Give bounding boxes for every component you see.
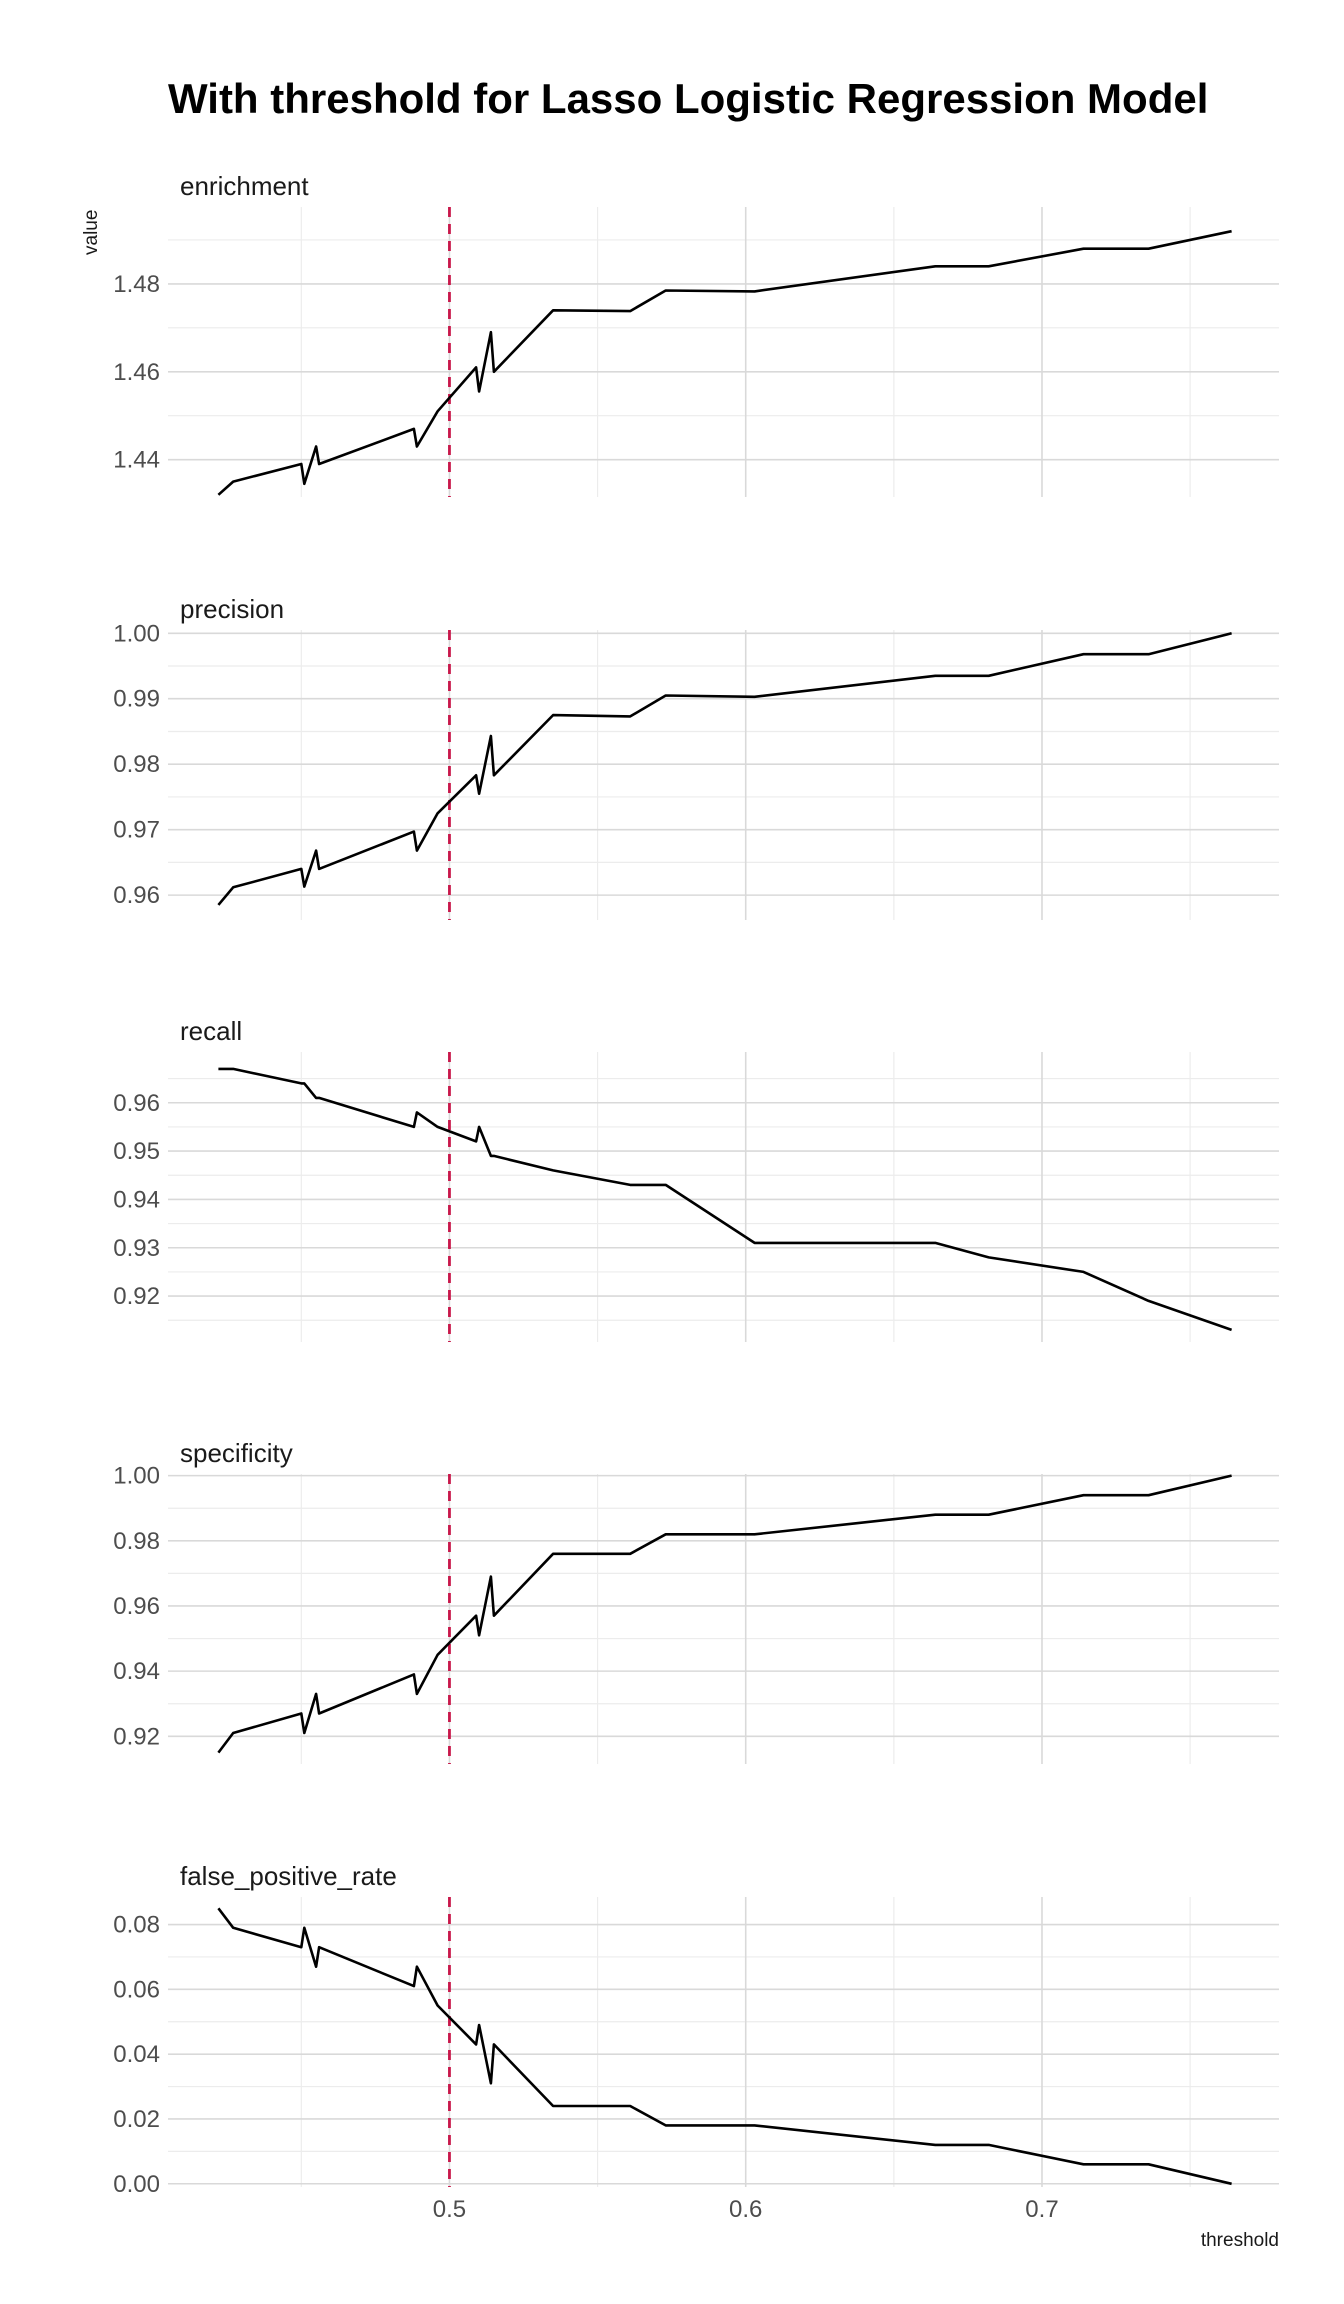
y-tick-label: 1.48 <box>113 271 160 298</box>
y-tick-label: 0.04 <box>113 2041 160 2068</box>
series-line-specificity <box>217 1474 1232 1754</box>
panels: 1.44 1.46 1.48 enrichment 0.96 0.97 0.98 0.99 1.… <box>113 171 1279 2223</box>
chart-title: With threshold for Lasso Logistic Regres… <box>168 75 1208 122</box>
y-tick-label: 0.97 <box>113 817 160 844</box>
panel-false-positive-rate: 0.00 0.02 0.04 0.06 0.08 false_positive_rate <box>113 1861 1279 2198</box>
x-axis: 0.5 0.6 0.7 <box>433 2196 1059 2223</box>
series-line-precision <box>217 632 1232 906</box>
panel-enrichment: 1.44 1.46 1.48 enrichment <box>113 171 1279 497</box>
y-tick-label: 0.94 <box>113 1658 160 1685</box>
panel-title: false_positive_rate <box>180 1861 397 1891</box>
panel-recall: 0.92 0.93 0.94 0.95 0.96 recall <box>113 1016 1279 1342</box>
series-line-false-positive-rate <box>217 1907 1232 2186</box>
y-tick-label: 1.44 <box>113 447 160 474</box>
panel-title: enrichment <box>180 171 309 201</box>
panel-precision: 0.96 0.97 0.98 0.99 1.00 precision <box>113 594 1279 920</box>
y-tick-label: 0.02 <box>113 2106 160 2133</box>
y-tick-label: 0.96 <box>113 882 160 909</box>
series-line-enrichment <box>217 229 1232 496</box>
x-axis-title: threshold <box>1201 2230 1279 2251</box>
y-tick-label: 1.00 <box>113 620 160 647</box>
panel-title: precision <box>180 594 284 624</box>
y-tick-label: 0.98 <box>113 1528 160 1555</box>
y-tick-label: 0.95 <box>113 1138 160 1165</box>
x-tick-label: 0.7 <box>1025 2196 1058 2223</box>
panel-title: specificity <box>180 1438 293 1468</box>
x-tick-label: 0.5 <box>433 2196 466 2223</box>
x-tick-label: 0.6 <box>729 2196 762 2223</box>
y-tick-label: 0.00 <box>113 2171 160 2198</box>
y-tick-label: 0.08 <box>113 1912 160 1939</box>
y-tick-label: 0.99 <box>113 686 160 713</box>
y-tick-label: 0.92 <box>113 1723 160 1750</box>
y-tick-label: 1.46 <box>113 359 160 386</box>
panel-title: recall <box>180 1016 242 1046</box>
y-tick-label: 0.93 <box>113 1235 160 1262</box>
y-tick-label: 0.96 <box>113 1090 160 1117</box>
y-tick-label: 0.94 <box>113 1186 160 1213</box>
panel-specificity: 0.92 0.94 0.96 0.98 1.00 specificity <box>113 1438 1279 1764</box>
y-tick-label: 0.96 <box>113 1593 160 1620</box>
y-axis-title: value <box>81 210 102 255</box>
y-tick-label: 1.00 <box>113 1463 160 1490</box>
y-tick-label: 0.98 <box>113 751 160 778</box>
y-tick-label: 0.06 <box>113 1976 160 2003</box>
y-tick-label: 0.92 <box>113 1283 160 1310</box>
series-line-recall <box>218 1067 1233 1332</box>
